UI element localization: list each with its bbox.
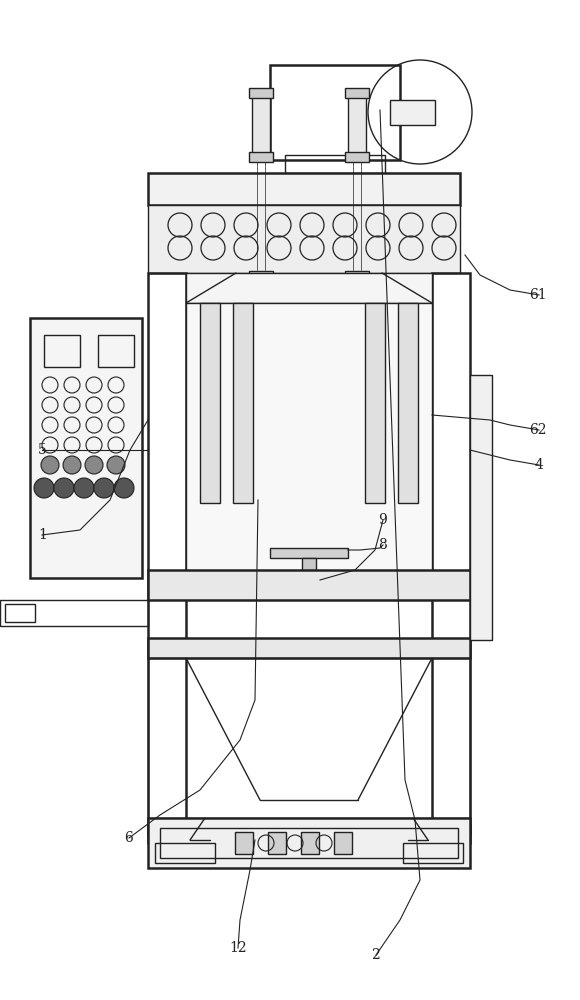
Bar — [233, 303, 253, 503]
Bar — [30, 318, 142, 578]
Bar — [148, 638, 470, 658]
Text: 8: 8 — [378, 538, 387, 552]
Text: 6: 6 — [124, 831, 133, 845]
Bar — [345, 88, 369, 98]
Bar — [348, 90, 366, 155]
Text: 9: 9 — [378, 513, 387, 527]
Text: 61: 61 — [530, 288, 547, 302]
Bar — [298, 575, 320, 589]
Bar — [301, 832, 319, 854]
Bar — [270, 548, 348, 558]
Circle shape — [41, 456, 59, 474]
Circle shape — [85, 456, 103, 474]
Bar — [44, 335, 80, 367]
Bar — [268, 832, 286, 854]
Bar — [249, 152, 273, 162]
Bar — [348, 273, 366, 493]
Bar — [249, 271, 273, 281]
Bar — [200, 303, 220, 503]
Text: 4: 4 — [535, 458, 544, 472]
Text: 62: 62 — [530, 423, 547, 437]
Bar — [148, 570, 470, 600]
Bar — [334, 832, 352, 854]
Bar — [345, 152, 369, 162]
Circle shape — [94, 478, 114, 498]
Circle shape — [107, 456, 125, 474]
Circle shape — [34, 478, 54, 498]
Bar — [0, 600, 148, 626]
Bar — [148, 205, 460, 273]
Bar — [98, 335, 134, 367]
Bar — [345, 488, 369, 498]
Bar — [148, 658, 470, 818]
Bar — [148, 173, 460, 205]
Bar — [5, 604, 35, 622]
Text: 12: 12 — [229, 941, 246, 955]
Bar — [302, 558, 316, 578]
Bar — [398, 303, 418, 503]
Bar — [249, 488, 273, 498]
Bar — [148, 818, 470, 868]
Bar — [252, 90, 270, 155]
Bar — [390, 100, 435, 125]
Bar — [345, 271, 369, 281]
Bar — [160, 828, 458, 858]
Bar — [252, 273, 270, 493]
Bar — [148, 273, 186, 833]
Bar — [235, 832, 253, 854]
Circle shape — [114, 478, 134, 498]
Text: 2: 2 — [371, 948, 380, 962]
Circle shape — [63, 456, 81, 474]
Bar — [270, 65, 400, 160]
Bar — [148, 825, 470, 843]
Bar — [186, 273, 432, 303]
Text: 5: 5 — [38, 443, 47, 457]
Bar — [249, 88, 273, 98]
Text: 1: 1 — [38, 528, 47, 542]
Bar — [155, 843, 215, 863]
Bar — [285, 155, 385, 173]
Bar — [186, 303, 432, 573]
Circle shape — [74, 478, 94, 498]
Bar — [432, 273, 470, 833]
Bar — [470, 375, 492, 640]
Bar — [365, 303, 385, 503]
Bar — [300, 585, 318, 597]
Circle shape — [54, 478, 74, 498]
Bar — [403, 843, 463, 863]
